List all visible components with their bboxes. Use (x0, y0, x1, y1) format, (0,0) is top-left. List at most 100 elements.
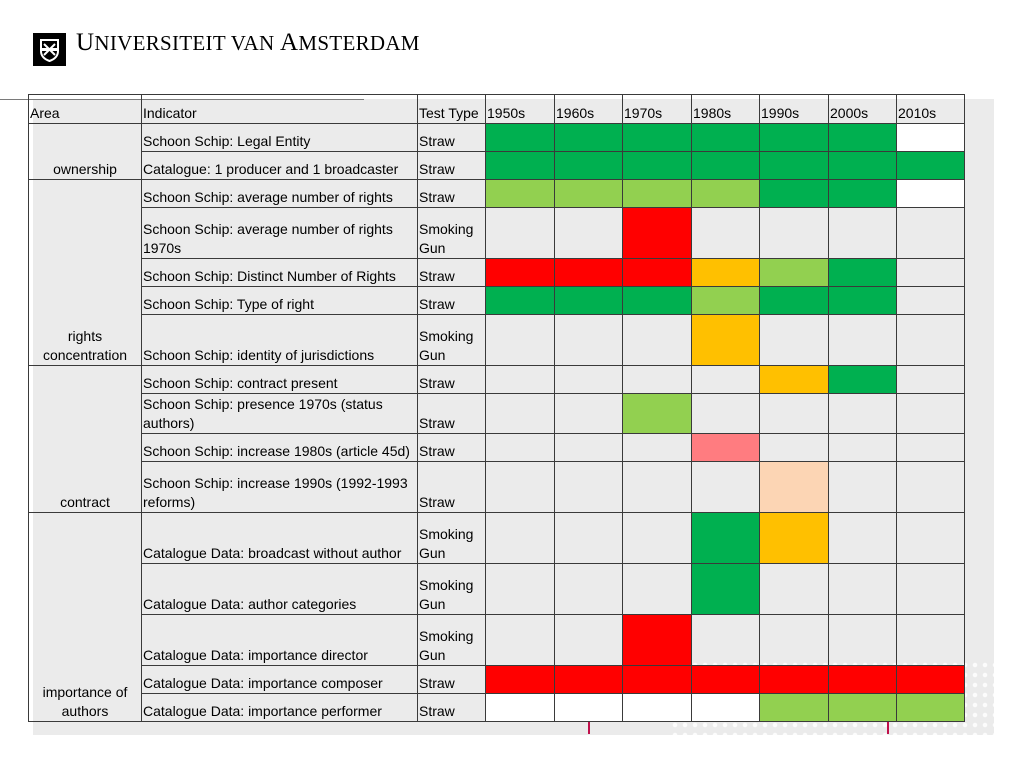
decade-status-cell (759, 179, 829, 208)
decade-status-cell (622, 393, 692, 434)
decade-status-cell (554, 123, 623, 152)
table-row: Schoon Schip: Distinct Number of Rights S… (29, 258, 965, 287)
decade-status-cell (485, 151, 555, 180)
column-header: 2010s (896, 94, 965, 124)
decade-status-cell (485, 286, 555, 315)
decade-status-cell (828, 151, 897, 180)
decade-status-cell (759, 123, 829, 152)
test-type-cell: Straw (417, 258, 486, 287)
table-row: Catalogue Data: importance composer Straw (29, 665, 965, 694)
test-type-cell: Straw (417, 665, 486, 694)
decade-status-cell (759, 614, 829, 666)
area-cell: contract (28, 365, 142, 513)
decade-status-cell (554, 314, 623, 366)
decade-status-cell (828, 614, 897, 666)
table-row: Schoon Schip: Type of right Straw (29, 286, 965, 315)
indicator-cell: Catalogue Data: importance director (141, 614, 418, 666)
indicator-cell: Schoon Schip: average number of rights (141, 179, 418, 208)
table-row: Schoon Schip: average number of rights 1… (29, 207, 965, 259)
test-type-cell: Straw (417, 179, 486, 208)
decade-status-cell (828, 207, 897, 259)
column-header: 1970s (622, 94, 692, 124)
decade-status-cell (896, 614, 965, 666)
decade-status-cell (896, 365, 965, 394)
decade-status-cell (485, 433, 555, 462)
decade-status-cell (759, 393, 829, 434)
decade-status-cell (759, 207, 829, 259)
decade-status-cell (554, 365, 623, 394)
decade-status-cell (828, 512, 897, 564)
decade-status-cell (691, 563, 760, 615)
column-header: Area (28, 94, 142, 124)
decade-status-cell (691, 665, 760, 694)
decade-status-cell (485, 614, 555, 666)
decade-status-cell (622, 563, 692, 615)
area-cell: ownership (28, 123, 142, 180)
decade-status-cell (828, 258, 897, 287)
decade-status-cell (485, 665, 555, 694)
decade-status-cell (896, 179, 965, 208)
decade-status-cell (554, 563, 623, 615)
decade-status-cell (759, 314, 829, 366)
decade-status-cell (691, 151, 760, 180)
decade-status-cell (554, 433, 623, 462)
decade-status-cell (759, 693, 829, 722)
accent-line (887, 718, 889, 734)
decade-status-cell (759, 512, 829, 564)
decade-status-cell (896, 314, 965, 366)
decade-status-cell (691, 179, 760, 208)
decade-status-cell (485, 563, 555, 615)
indicator-cell: Schoon Schip: Legal Entity (141, 123, 418, 152)
decade-status-cell (691, 365, 760, 394)
decade-status-cell (691, 512, 760, 564)
column-header: 1980s (691, 94, 760, 124)
decade-status-cell (622, 461, 692, 513)
test-type-cell: Straw (417, 123, 486, 152)
decade-status-cell (554, 693, 623, 722)
test-type-cell: Smoking Gun (417, 207, 486, 259)
column-header: Test Type (417, 94, 486, 124)
indicator-cell: Schoon Schip: Type of right (141, 286, 418, 315)
decade-status-cell (896, 123, 965, 152)
uva-emblem-icon (33, 33, 66, 66)
decade-status-cell (622, 314, 692, 366)
decade-status-cell (828, 433, 897, 462)
decade-status-cell (554, 512, 623, 564)
decade-status-cell (759, 461, 829, 513)
decade-status-cell (622, 258, 692, 287)
decade-status-cell (691, 461, 760, 513)
decade-status-cell (759, 151, 829, 180)
decade-status-cell (554, 461, 623, 513)
indicator-cell: Schoon Schip: increase 1990s (1992-1993 … (141, 461, 418, 513)
indicator-cell: Catalogue Data: importance composer (141, 665, 418, 694)
test-type-cell: Straw (417, 461, 486, 513)
decade-status-cell (828, 314, 897, 366)
column-header: Indicator (141, 94, 418, 124)
test-type-cell: Smoking Gun (417, 314, 486, 366)
decade-status-cell (896, 433, 965, 462)
decade-status-cell (622, 433, 692, 462)
decade-status-cell (622, 151, 692, 180)
decade-status-cell (896, 512, 965, 564)
decade-status-cell (485, 179, 555, 208)
decade-status-cell (759, 365, 829, 394)
decade-status-cell (691, 286, 760, 315)
indicator-cell: Schoon Schip: identity of jurisdictions (141, 314, 418, 366)
decade-status-cell (691, 393, 760, 434)
decade-status-cell (759, 433, 829, 462)
decade-status-cell (828, 665, 897, 694)
decade-status-cell (759, 563, 829, 615)
decade-status-cell (554, 614, 623, 666)
test-type-cell: Smoking Gun (417, 614, 486, 666)
test-type-cell: Straw (417, 365, 486, 394)
decade-status-cell (896, 258, 965, 287)
decade-status-cell (828, 286, 897, 315)
decade-status-cell (759, 258, 829, 287)
indicator-cell: Catalogue Data: author categories (141, 563, 418, 615)
column-header: 2000s (828, 94, 897, 124)
decade-status-cell (554, 179, 623, 208)
decade-status-cell (828, 563, 897, 615)
decade-status-cell (622, 693, 692, 722)
decade-status-cell (485, 123, 555, 152)
decade-status-cell (622, 207, 692, 259)
